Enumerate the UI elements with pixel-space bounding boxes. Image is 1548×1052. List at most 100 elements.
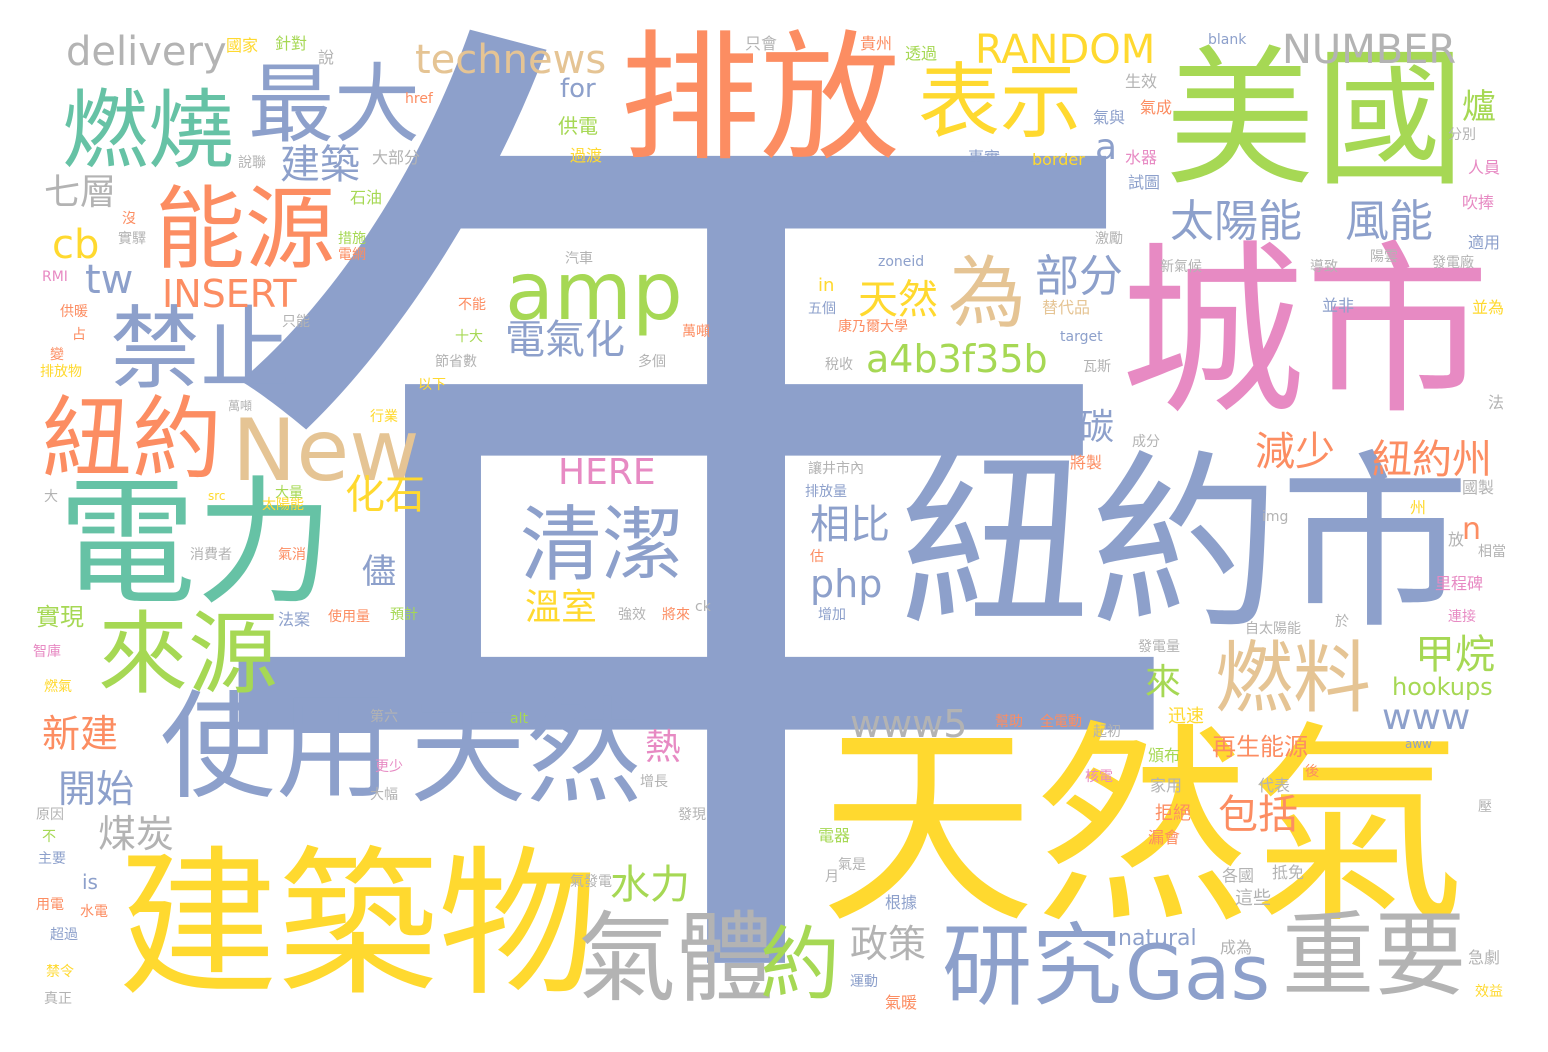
word-zengzhang: 增長 [640,774,668,790]
word-meitan: 煤炭 [98,812,175,856]
word-jiayong: 家用 [1150,776,1183,795]
word-paifangliang: 排放量 [805,484,847,500]
word-guodu: 過渡 [570,146,603,165]
word-random: RANDOM [975,27,1156,73]
word-is: is [82,870,98,894]
word-kangnaier: 康乃爾大學 [838,319,908,335]
word-fenbie: 分別 [1448,127,1476,143]
word-bu: 不 [42,829,56,845]
word-bian: 變 [50,347,64,363]
word-cb: cb [52,222,100,268]
word-yongdian: 用電 [36,897,64,913]
word-zhan: 占 [72,327,86,343]
word-zhou: 州 [1410,498,1427,517]
word-natural: natural [1118,926,1197,951]
word-wasi: 瓦斯 [1083,359,1111,375]
word-biaoshi: 表示 [918,55,1083,150]
word-hedian: 核電 [1085,769,1113,785]
word-qiceng: 七層 [44,172,117,213]
word-n: n [1462,512,1482,547]
word-qiti: 氣體 [578,902,775,1016]
word-shuili: 水力 [610,862,690,908]
word-yue-small: 月 [825,869,839,885]
word-duoge: 多個 [638,354,666,370]
word-ranqi: 燃氣 [44,679,72,695]
word-tianranqi: 天然氣 [820,702,1465,953]
word-gongnuan: 供暖 [60,304,88,320]
word-tw: tw [85,257,134,303]
word-wandun: 萬噸 [682,324,710,340]
word-daibiao: 代表 [1258,776,1291,795]
word-qichu: 起初 [1093,724,1121,740]
word-yu: 於 [1335,614,1349,630]
word-shitu: 試圖 [1128,173,1161,192]
word-a4b3f35b: a4b3f35b [866,337,1048,381]
word-yixia: 以下 [418,377,446,393]
word-www: www [1382,697,1471,738]
word-here: HERE [558,452,656,493]
word-zhiku: 智庫 [33,644,61,660]
word-qishi: 氣是 [838,857,866,873]
word-qicheng: 氣成 [1140,98,1173,117]
word-zoneid: zoneid [878,254,925,270]
word-lai: 來 [1145,662,1182,703]
word-qiche: 汽車 [565,251,593,267]
word-nian: 年 [190,0,1200,1052]
word-taiyangneng-small: 太陽能 [262,497,304,513]
word-zhendui: 針對 [275,34,308,53]
word-jinzhi: 禁止 [110,297,290,402]
word-buneng: 不能 [458,297,486,313]
word-rangjingshinei: 讓井市內 [808,461,864,477]
word-qifadian: 氣發電 [570,874,612,890]
word-paifang: 排放 [620,18,901,181]
word-louhui: 漏會 [1148,828,1181,847]
word-geguo: 各國 [1222,866,1255,885]
word-insert: INSERT [162,272,297,316]
word-wei: 為 [948,249,1027,339]
word-zhengce: 政策 [850,922,927,966]
word-laiyuan: 來源 [98,602,278,707]
word-daozhi: 導致 [1310,259,1338,275]
word-da: 大 [44,489,58,505]
word-yue: 約 [760,918,840,1011]
word-yanjiu: 研究 [942,914,1122,1019]
word-in: in [818,275,835,296]
word-chengshi: 城市 [1120,224,1490,440]
word-gengshao: 更少 [375,759,403,775]
word-xiaofeizhe: 消費者 [190,547,232,563]
word-qiangxiao: 強效 [618,607,646,623]
word-fang: 放 [1448,530,1465,549]
word-src: src [208,489,226,503]
word-a: a [1095,127,1118,168]
word-delivery: delivery [66,29,227,75]
word-ya: 壓 [1478,799,1492,815]
word-yuanyin: 原因 [36,807,64,823]
word-for: for [560,74,596,104]
word-alt: alt [510,711,528,727]
word-guizhou: 貴州 [860,34,893,53]
word-xunsu: 迅速 [1168,706,1204,727]
word-php: php [810,562,883,606]
word-re: 熱 [645,727,682,768]
word-xiangbi: 相比 [810,502,890,548]
word-dafu: 大幅 [370,787,398,803]
word-wandun2: 萬噸 [228,399,253,413]
word-lu: 爐 [1462,87,1496,127]
word-zhenzheng: 真正 [44,991,72,1007]
word-hou: 後 [1305,764,1319,780]
word-shuidian: 水電 [80,904,108,920]
word-chaoguo: 超過 [50,927,78,943]
word-faan: 法案 [278,610,311,629]
word-zhuyao: 主要 [38,851,66,867]
word-gas: Gas [1125,928,1271,1017]
word-target: target [1060,329,1103,345]
word-fengneng: 風能 [1345,196,1433,247]
word-zitaiyangneng: 自太陽能 [1245,621,1301,637]
word-qinuan: 氣暖 [885,993,918,1012]
word-niuyuezhou: 紐約州 [1372,437,1492,483]
word-nengyuan: 能源 [155,177,335,282]
word-zaishengnengyuan: 再生能源 [1212,733,1308,761]
word-xinqihou: 新氣候 [1160,259,1202,275]
word-yundong: 運動 [850,974,878,990]
